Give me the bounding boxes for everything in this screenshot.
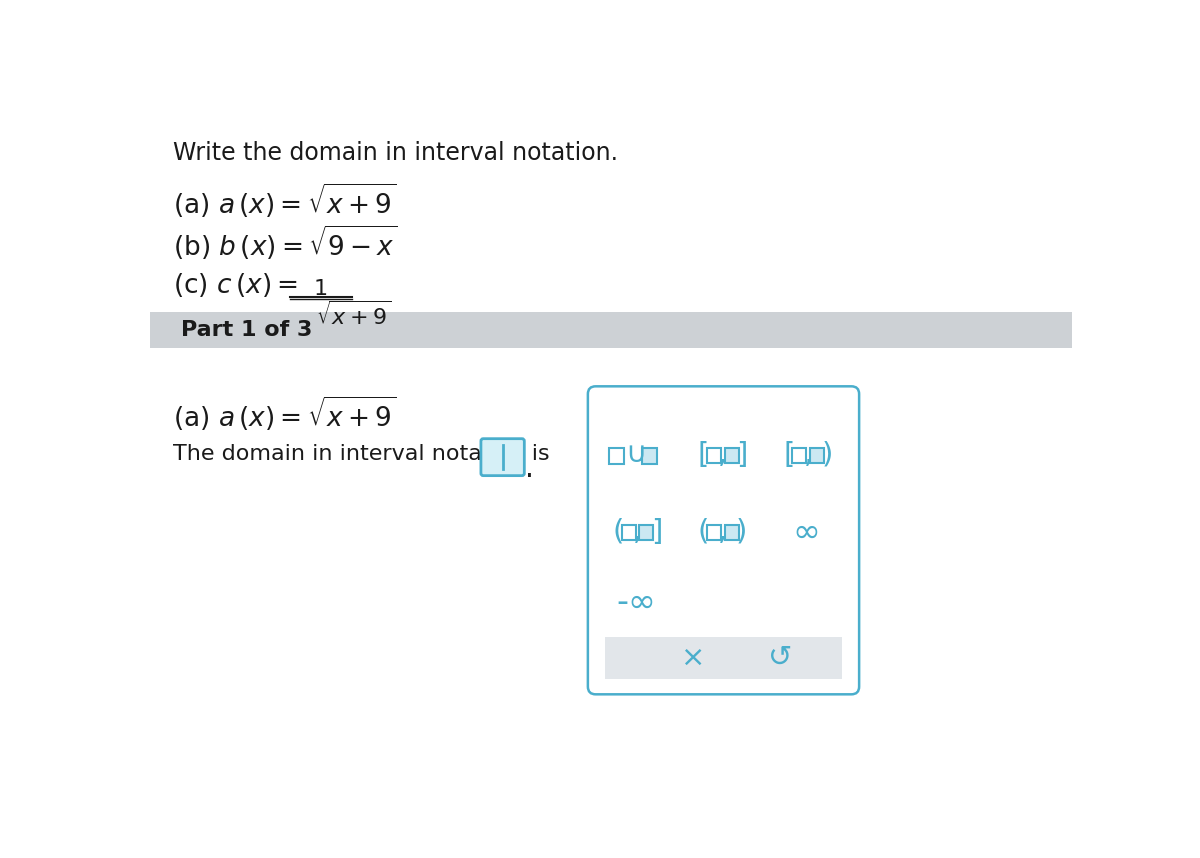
FancyBboxPatch shape (150, 312, 1073, 347)
FancyBboxPatch shape (622, 525, 636, 541)
FancyBboxPatch shape (588, 386, 859, 694)
Text: ,: , (719, 518, 727, 546)
Text: ): ) (821, 441, 833, 468)
Text: (: ( (613, 518, 624, 546)
Text: [: [ (698, 441, 709, 468)
Text: ,: , (632, 518, 642, 546)
FancyBboxPatch shape (640, 525, 654, 541)
FancyBboxPatch shape (707, 448, 721, 463)
Text: ]: ] (650, 518, 662, 546)
FancyBboxPatch shape (725, 525, 739, 541)
Text: ,: , (804, 441, 812, 468)
Text: ∞: ∞ (792, 517, 821, 549)
Text: .: . (526, 455, 534, 483)
Text: Part 1 of 3: Part 1 of 3 (181, 320, 312, 340)
Text: ∪: ∪ (625, 440, 647, 468)
Text: ): ) (736, 518, 748, 546)
FancyBboxPatch shape (792, 448, 806, 463)
Text: ]: ] (736, 441, 748, 468)
Text: (a) $a\,(x) = \sqrt{x+9}$: (a) $a\,(x) = \sqrt{x+9}$ (173, 394, 397, 432)
Text: ↺: ↺ (768, 644, 792, 672)
Text: -∞: -∞ (616, 585, 655, 619)
Text: (: ( (698, 518, 709, 546)
FancyBboxPatch shape (810, 448, 824, 463)
FancyBboxPatch shape (642, 448, 656, 463)
Text: ,: , (719, 441, 727, 468)
FancyBboxPatch shape (610, 448, 624, 463)
Text: $\sqrt{x+9}$: $\sqrt{x+9}$ (316, 301, 391, 329)
Text: Write the domain in interval notation.: Write the domain in interval notation. (173, 142, 618, 166)
Text: (c) $c\,(x) =$: (c) $c\,(x) =$ (173, 271, 298, 299)
FancyBboxPatch shape (725, 448, 739, 463)
Text: (b) $b\,(x) = \sqrt{9-x}$: (b) $b\,(x) = \sqrt{9-x}$ (173, 223, 398, 262)
Text: [: [ (784, 441, 794, 468)
FancyBboxPatch shape (707, 525, 721, 541)
Text: (a) $a\,(x) = \sqrt{x+9}$: (a) $a\,(x) = \sqrt{x+9}$ (173, 182, 397, 221)
FancyBboxPatch shape (605, 637, 842, 679)
Text: The domain in interval notation is: The domain in interval notation is (173, 444, 550, 464)
Text: 1: 1 (313, 279, 328, 299)
Text: ×: × (680, 644, 704, 672)
FancyBboxPatch shape (481, 438, 524, 475)
